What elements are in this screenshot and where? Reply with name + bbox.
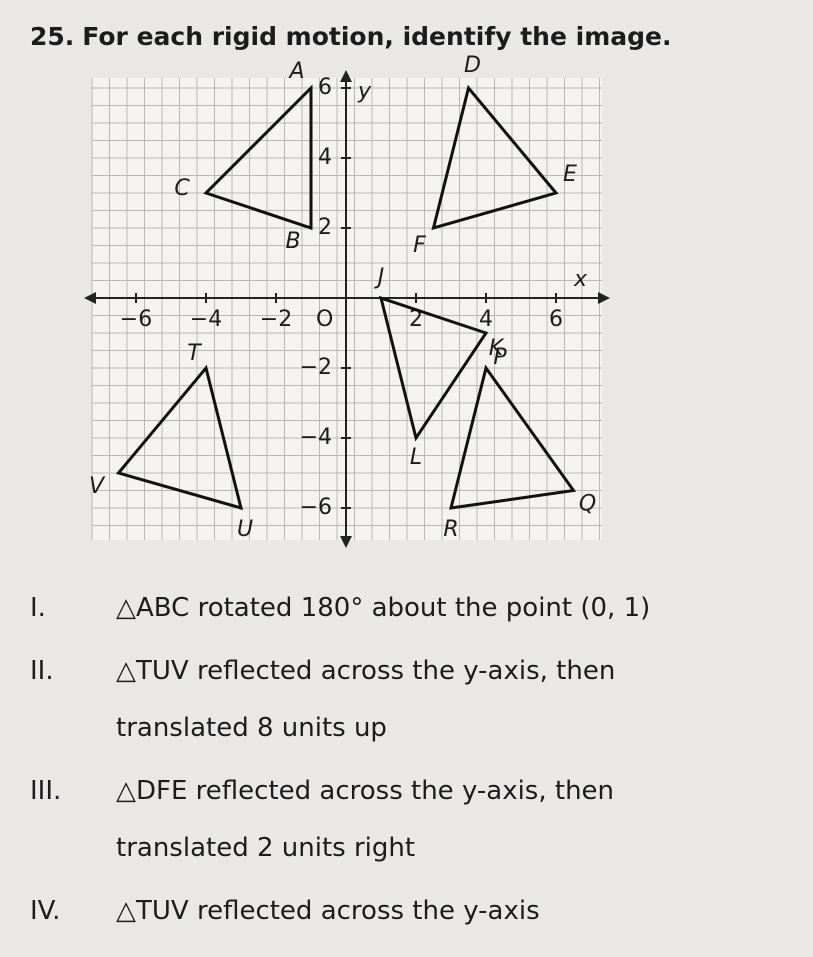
x-tick-label: 6 xyxy=(549,307,563,332)
x-tick-label: 4 xyxy=(479,307,493,332)
x-axis-label: x xyxy=(573,267,588,292)
vertex-label: Q xyxy=(579,492,596,517)
item-numeral: IV. xyxy=(30,896,61,926)
vertex-label: L xyxy=(410,445,422,470)
x-tick-label: −4 xyxy=(190,307,222,332)
triangle xyxy=(203,84,313,231)
item-list: I. △ABC rotated 180° about the point (0, … xyxy=(30,580,770,946)
item-text: △ABC rotated 180° about the point (0, 1) xyxy=(116,593,651,623)
problem-title: 25. For each rigid motion, identify the i… xyxy=(30,22,679,51)
problem-prompt: For each rigid motion, identify the imag… xyxy=(82,22,672,51)
item: II. △TUV reflected across the y-axis, the… xyxy=(30,643,770,757)
vertex-label: K xyxy=(489,336,505,361)
item: I. △ABC rotated 180° about the point (0, … xyxy=(30,580,770,637)
y-tick-label: 6 xyxy=(318,75,332,100)
vertex-label: J xyxy=(374,265,385,290)
y-tick-label: 2 xyxy=(318,215,332,240)
item-text: △TUV reflected across the y-axis xyxy=(116,896,540,926)
y-tick-label: −4 xyxy=(300,425,332,450)
y-tick-label: −2 xyxy=(300,355,332,380)
origin-label: O xyxy=(316,307,333,332)
item-text: △TUV reflected across the y-axis, then t… xyxy=(116,656,616,743)
vertex-label: T xyxy=(187,341,202,366)
vertex-label: R xyxy=(443,517,458,542)
vertex-label: U xyxy=(237,517,253,542)
y-axis-label: y xyxy=(357,79,372,104)
item-text: △DFE reflected across the y-axis, then t… xyxy=(116,776,615,863)
x-tick-label: −2 xyxy=(260,307,292,332)
vertex-label: V xyxy=(89,474,106,499)
problem-number: 25. xyxy=(30,22,75,51)
triangle xyxy=(449,364,577,510)
vertex-label: C xyxy=(174,176,190,201)
vertex-label: B xyxy=(285,229,300,254)
item-numeral: II. xyxy=(30,656,54,686)
vertex-label: F xyxy=(413,233,426,258)
x-tick-label: −6 xyxy=(120,307,152,332)
x-tick-label: 2 xyxy=(409,307,423,332)
y-tick-label: −6 xyxy=(300,495,332,520)
item-numeral: III. xyxy=(30,776,62,806)
item: IV. △TUV reflected across the y-axis xyxy=(30,883,770,940)
y-tick-label: 4 xyxy=(318,145,332,170)
triangle xyxy=(115,364,244,511)
vertex-label: P xyxy=(493,345,507,370)
item-numeral: I. xyxy=(30,593,46,623)
vertex-label: A xyxy=(287,59,304,84)
triangle xyxy=(431,84,559,231)
item: III. △DFE reflected across the y-axis, th… xyxy=(30,763,770,877)
vertex-label: D xyxy=(464,53,481,78)
triangle xyxy=(378,295,489,442)
vertex-label: E xyxy=(563,162,577,187)
